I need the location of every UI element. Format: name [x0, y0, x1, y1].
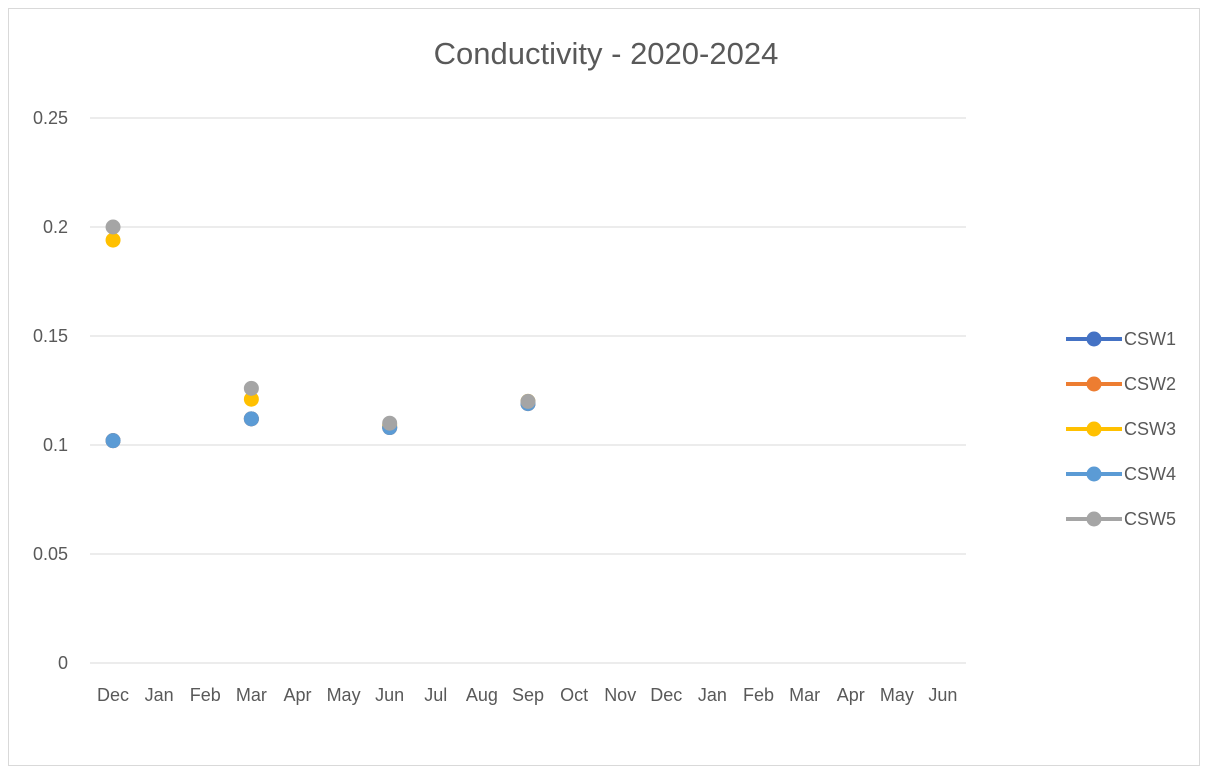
- x-axis-tick-labels: Dec Jan Feb Mar Apr May Jun Jul Aug Sep Oct Nov Dec J…: [97, 685, 957, 705]
- data-points: [105, 219, 536, 449]
- x-tick-label: Apr: [837, 685, 865, 705]
- legend-item-csw4: CSW4: [1066, 464, 1176, 484]
- legend-item-csw2: CSW2: [1066, 374, 1176, 394]
- chart-area: [8, 8, 1200, 766]
- x-tick-label: Feb: [190, 685, 221, 705]
- legend-label: CSW4: [1124, 464, 1176, 484]
- x-tick-label: Jan: [698, 685, 727, 705]
- point-csw5: [105, 219, 121, 235]
- gridlines: [90, 117, 966, 664]
- legend-marker: [1086, 331, 1102, 347]
- legend-marker: [1086, 466, 1102, 482]
- legend-item-csw3: CSW3: [1066, 419, 1176, 439]
- legend-label: CSW2: [1124, 374, 1176, 394]
- point-csw5: [520, 393, 536, 409]
- point-csw4: [243, 411, 259, 427]
- x-tick-label: Aug: [466, 685, 498, 705]
- y-tick-label: 0.05: [33, 544, 68, 564]
- x-tick-label: Dec: [97, 685, 129, 705]
- legend-item-csw5: CSW5: [1066, 509, 1176, 529]
- x-tick-label: Sep: [512, 685, 544, 705]
- x-tick-label: Apr: [283, 685, 311, 705]
- y-tick-label: 0.2: [43, 217, 68, 237]
- point-csw5: [243, 380, 259, 396]
- x-tick-label: Jan: [145, 685, 174, 705]
- legend-marker: [1086, 376, 1102, 392]
- point-csw3: [243, 391, 259, 407]
- point-csw5: [382, 415, 398, 431]
- x-tick-label: Jun: [375, 685, 404, 705]
- x-tick-label: Feb: [743, 685, 774, 705]
- x-tick-label: May: [327, 685, 361, 705]
- legend-label: CSW3: [1124, 419, 1176, 439]
- y-tick-label: 0.15: [33, 326, 68, 346]
- y-tick-label: 0.25: [33, 108, 68, 128]
- legend-marker: [1086, 511, 1102, 527]
- x-tick-label: Nov: [604, 685, 636, 705]
- y-tick-label: 0: [58, 653, 68, 673]
- x-tick-label: May: [880, 685, 914, 705]
- legend-marker: [1086, 421, 1102, 437]
- point-csw4: [105, 433, 121, 449]
- y-tick-label: 0.1: [43, 435, 68, 455]
- x-tick-label: Mar: [789, 685, 820, 705]
- x-tick-label: Mar: [236, 685, 267, 705]
- chart-title: Conductivity - 2020-2024: [434, 36, 779, 71]
- y-axis-tick-labels: 0 0.05 0.1 0.15 0.2 0.25: [33, 108, 68, 673]
- legend: CSW1 CSW2 CSW3 CSW4 CSW5: [1066, 329, 1176, 529]
- legend-item-csw1: CSW1: [1066, 329, 1176, 349]
- x-tick-label: Jul: [424, 685, 447, 705]
- legend-label: CSW1: [1124, 329, 1176, 349]
- x-tick-label: Jun: [928, 685, 957, 705]
- x-tick-label: Oct: [560, 685, 588, 705]
- point-csw3: [105, 232, 121, 248]
- legend-label: CSW5: [1124, 509, 1176, 529]
- x-tick-label: Dec: [650, 685, 682, 705]
